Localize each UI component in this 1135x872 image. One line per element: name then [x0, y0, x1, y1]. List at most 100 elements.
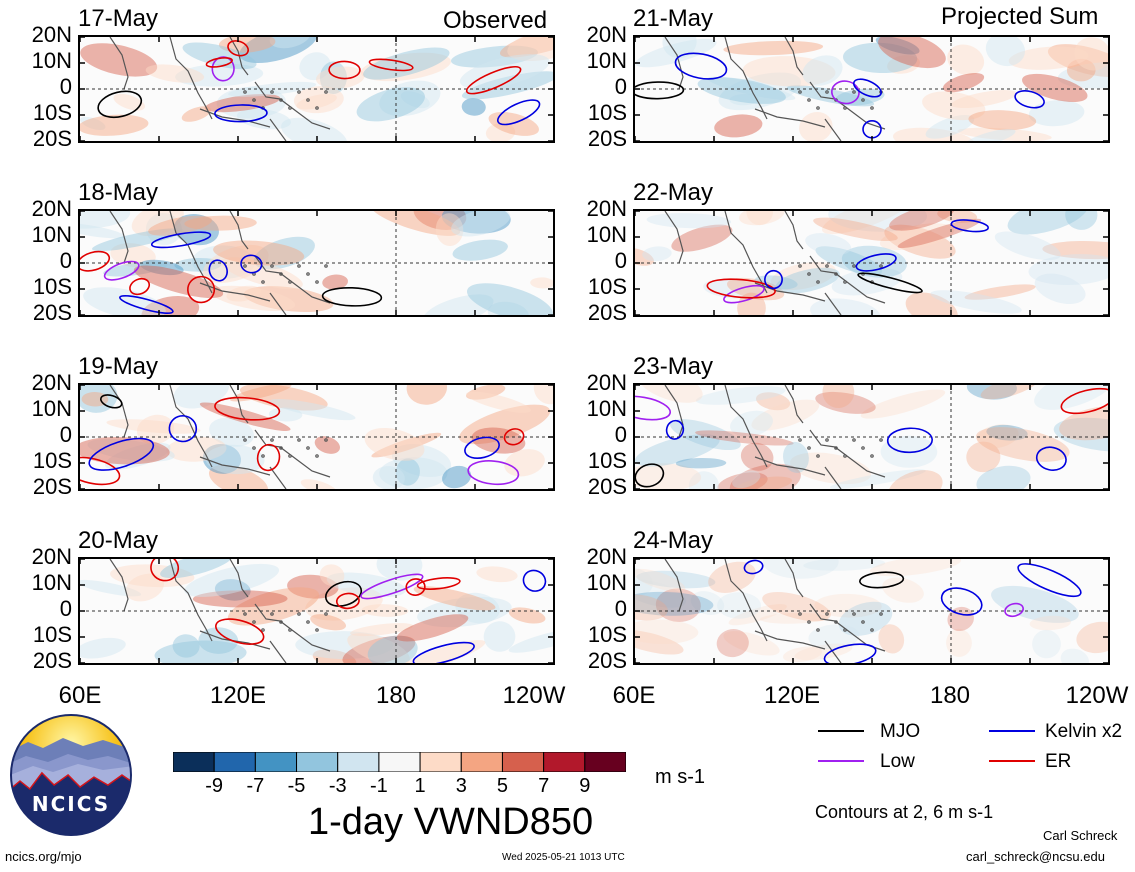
- colorbar-tick-label: -5: [287, 775, 306, 797]
- contour-er: [256, 443, 281, 472]
- anomaly-shading: [646, 213, 732, 229]
- anomaly-shading: [717, 472, 768, 489]
- contour-kelvin-x2: [862, 120, 882, 139]
- colorbar-swatch: [213, 751, 256, 773]
- anomaly-shading: [131, 211, 184, 237]
- anomaly-shading: [662, 37, 697, 59]
- anomaly-shading: [985, 37, 1025, 67]
- footer-url[interactable]: ncics.org/mjo: [5, 849, 82, 864]
- lon-label-180-left: 180: [375, 682, 417, 709]
- contour-er: [706, 278, 776, 299]
- anomaly-shading: [92, 228, 184, 252]
- anomaly-shading: [367, 635, 418, 663]
- anomaly-shading: [487, 301, 529, 315]
- panel-date-label: 24-May: [633, 527, 714, 554]
- anomaly-shading: [755, 392, 791, 411]
- anomaly-shading: [787, 85, 875, 107]
- anomaly-shading: [451, 211, 511, 237]
- lat-label: 10S: [32, 448, 72, 473]
- map-panel-canvas: [80, 559, 553, 663]
- contour-mjo: [635, 81, 685, 100]
- anomaly-shading: [829, 469, 926, 489]
- observed-header: Observed: [443, 7, 548, 34]
- anomaly-shading: [884, 224, 956, 259]
- contour-mjo: [97, 90, 143, 119]
- anomaly-shading: [361, 604, 409, 617]
- anomaly-shading: [483, 621, 516, 652]
- anomaly-shading: [371, 432, 442, 458]
- anomaly-shading: [80, 211, 131, 229]
- anomaly-shading: [213, 240, 305, 266]
- panel-date-label: 17-May: [78, 5, 159, 32]
- anomaly-shading: [370, 211, 461, 236]
- anomaly-shading: [154, 640, 247, 663]
- colorbar-tick-label: 7: [538, 775, 550, 797]
- contour-mjo: [324, 580, 363, 607]
- anomaly-shading: [717, 592, 762, 619]
- contour-kelvin-x2: [412, 641, 475, 663]
- colorbar-tick-label: 5: [496, 775, 509, 797]
- anomaly-shading: [942, 72, 985, 93]
- map-panel: [78, 557, 555, 665]
- anomaly-shading: [376, 559, 423, 581]
- contour-mjo: [635, 463, 665, 488]
- contour-er: [227, 40, 249, 57]
- anomaly-shading: [175, 63, 264, 87]
- contour-kelvin-x2: [665, 419, 685, 440]
- legend-kelvin-label: Kelvin x2: [1045, 721, 1123, 742]
- anomaly-shading: [300, 479, 338, 489]
- coastline: [109, 559, 331, 663]
- coastline: [109, 211, 331, 315]
- contour-er: [416, 577, 461, 590]
- footer-author: Carl Schreck: [1043, 828, 1118, 843]
- colorbar-swatch: [460, 751, 503, 773]
- colorbar-swatch: [254, 751, 298, 773]
- anomaly-shading: [467, 283, 553, 315]
- footer-timestamp: Wed 2025-05-21 1013 UTC: [502, 852, 625, 863]
- anomaly-shading: [322, 274, 348, 290]
- contour-kelvin-x2: [1014, 90, 1045, 109]
- anomaly-shading: [319, 564, 345, 587]
- anomaly-shading: [379, 80, 441, 117]
- contour-low: [1004, 602, 1024, 618]
- anomaly-shading: [80, 579, 142, 597]
- anomaly-shading: [1076, 621, 1108, 654]
- anomaly-shading: [218, 37, 276, 53]
- contour-low: [635, 395, 671, 421]
- map-panel-canvas: [635, 559, 1108, 663]
- footer-email[interactable]: carl_schreck@ncsu.edu: [966, 849, 1105, 864]
- anomaly-shading: [994, 231, 1061, 261]
- anomaly-shading: [268, 407, 303, 422]
- anomaly-shading: [141, 295, 200, 315]
- plot-title: 1-day VWND850: [308, 801, 594, 843]
- contour-kelvin-x2: [214, 104, 268, 123]
- anomaly-shading: [905, 292, 958, 315]
- anomaly-shading: [450, 45, 538, 68]
- anomaly-shading: [455, 592, 500, 624]
- colorbar-swatch: [378, 751, 421, 773]
- anomaly-shading: [314, 436, 341, 454]
- contour-er: [129, 277, 151, 296]
- anomaly-shading: [508, 627, 553, 653]
- lat-label: 20N: [586, 544, 627, 569]
- anomaly-shading: [843, 42, 918, 74]
- lat-label: 20S: [32, 474, 72, 499]
- anomaly-shading: [966, 441, 1001, 473]
- anomaly-shading: [695, 386, 786, 405]
- anomaly-shading: [253, 236, 315, 270]
- legend-low: Low: [816, 750, 936, 774]
- anomaly-shading: [226, 285, 262, 302]
- lat-label: 10N: [586, 570, 627, 595]
- anomaly-shading: [946, 628, 972, 657]
- anomaly-shading: [166, 436, 227, 462]
- contour-er: [335, 592, 360, 610]
- contour-er: [368, 58, 414, 72]
- lat-label: 10N: [31, 222, 72, 247]
- colorbar-tick-label: 1: [414, 775, 426, 797]
- lat-label: 0: [614, 422, 627, 447]
- anomaly-shading: [735, 476, 793, 489]
- anomaly-shading: [828, 211, 928, 232]
- anomaly-shading: [296, 93, 337, 110]
- coastline: [664, 385, 886, 489]
- anomaly-shading: [281, 117, 348, 141]
